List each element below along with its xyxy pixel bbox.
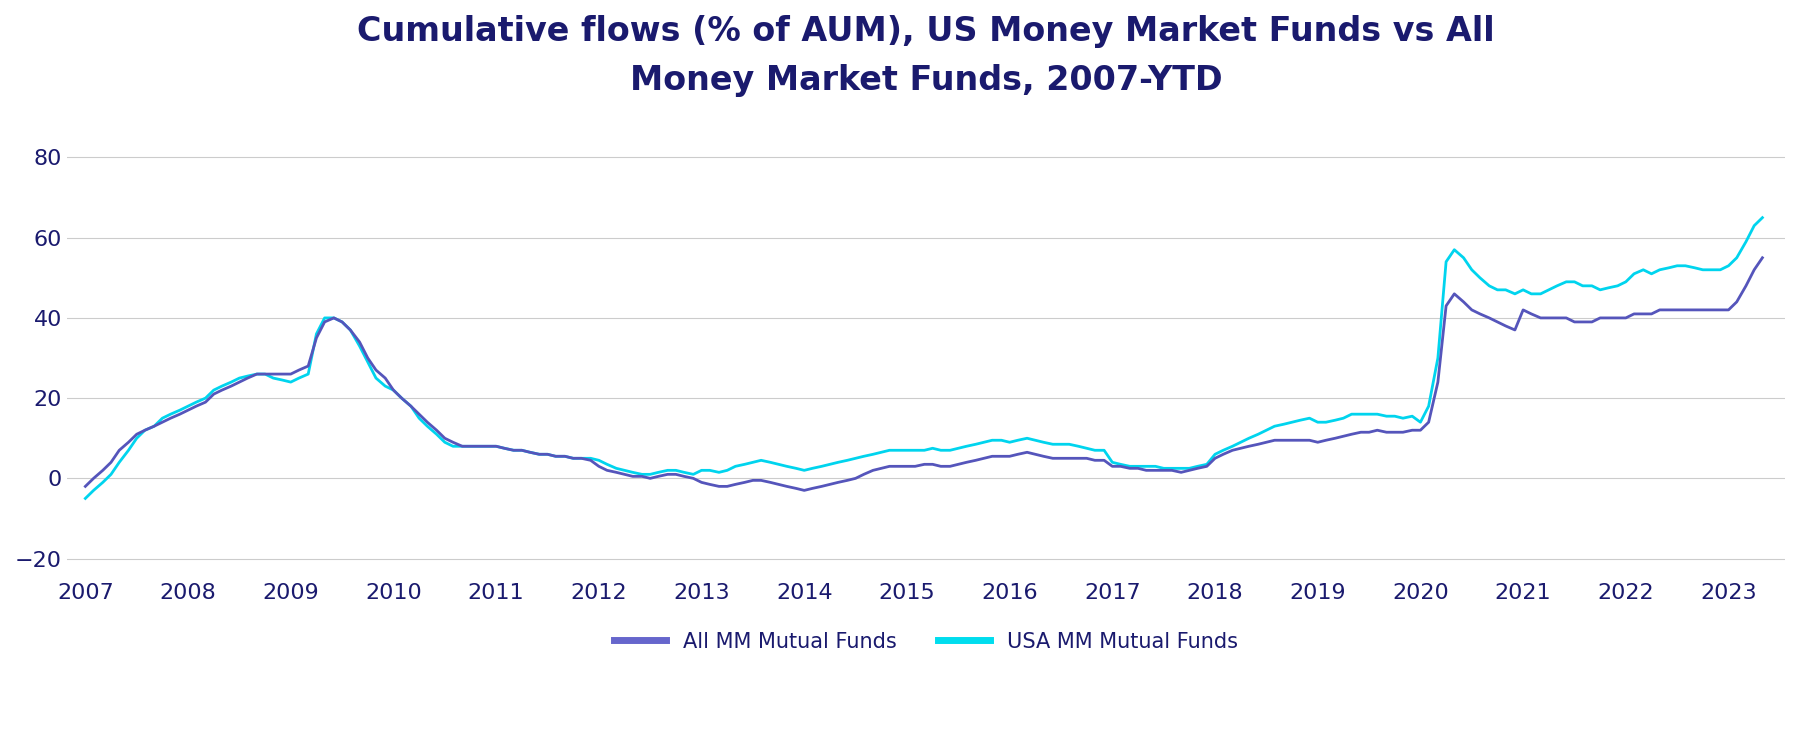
Legend: All MM Mutual Funds, USA MM Mutual Funds: All MM Mutual Funds, USA MM Mutual Funds: [605, 623, 1246, 660]
Title: Cumulative flows (% of AUM), US Money Market Funds vs All
Money Market Funds, 20: Cumulative flows (% of AUM), US Money Ma…: [356, 15, 1494, 96]
